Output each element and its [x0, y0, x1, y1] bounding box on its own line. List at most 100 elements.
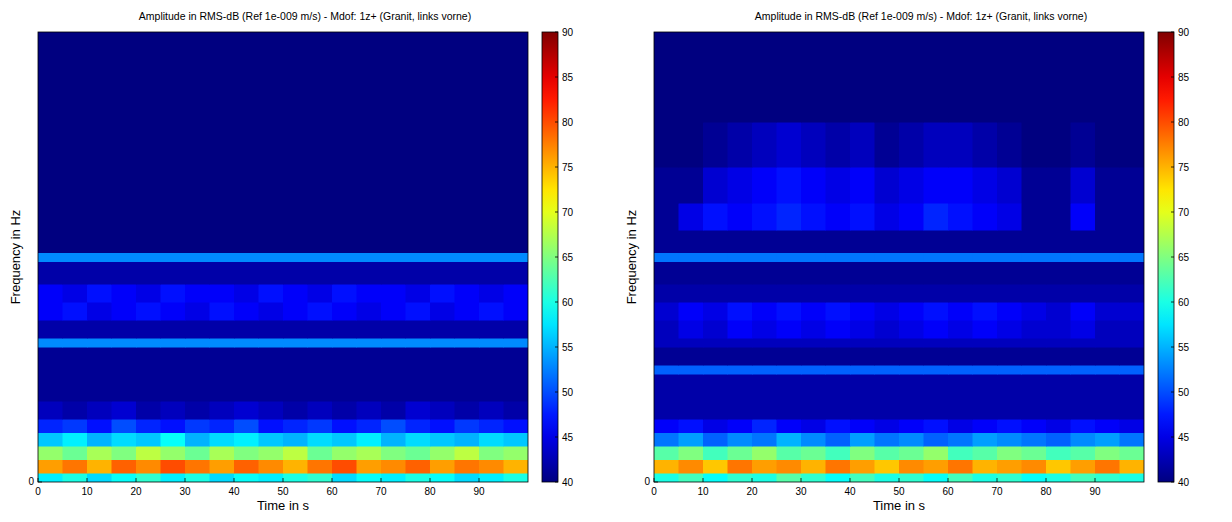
heat-cell — [406, 32, 431, 123]
heat-cell — [777, 122, 802, 168]
heat-cell — [777, 284, 802, 303]
heat-cell — [1120, 473, 1145, 482]
heat-cell — [752, 374, 777, 402]
heat-cell — [479, 302, 504, 321]
heat-cell — [185, 262, 210, 285]
heat-cell — [185, 433, 210, 447]
heat-cell — [136, 347, 161, 366]
heat-cell — [997, 460, 1022, 474]
heat-cell — [259, 347, 284, 366]
heat-cell — [185, 122, 210, 168]
colorbar-tick-label: 40 — [1178, 477, 1190, 488]
heat-cell — [924, 262, 949, 285]
heat-cell — [38, 365, 63, 375]
plot-frame — [654, 32, 1144, 482]
heat-cell — [259, 302, 284, 321]
heat-cell — [728, 302, 753, 321]
heat-cell — [234, 167, 259, 204]
heat-cell — [948, 338, 973, 348]
heat-cell — [259, 419, 284, 433]
heat-cell — [406, 365, 431, 375]
heat-cell — [185, 253, 210, 263]
heat-cell — [308, 446, 333, 460]
heat-cell — [679, 460, 704, 474]
heat-cell — [1095, 167, 1120, 204]
x-tick — [997, 478, 998, 482]
heat-cell — [185, 473, 210, 482]
heat-cell — [357, 262, 382, 285]
title: Amplitude in RMS-dB (Ref 1e-009 m/s) - M… — [755, 10, 1087, 22]
heat-cell — [973, 338, 998, 348]
heat-cell — [381, 284, 406, 303]
heat-cell — [826, 460, 851, 474]
heat-cell — [406, 347, 431, 366]
heat-cell — [112, 32, 137, 123]
heat-cell — [850, 302, 875, 321]
heat-cell — [777, 167, 802, 204]
heat-cell — [430, 262, 455, 285]
heat-cell — [924, 167, 949, 204]
heat-cell — [38, 262, 63, 285]
panel: 01020304050607080900Amplitude in RMS-dB … — [8, 10, 574, 513]
x-tick — [850, 478, 851, 482]
heat-cell — [63, 262, 88, 285]
heat-cell — [924, 347, 949, 366]
heat-cell — [455, 419, 480, 433]
heat-cell — [997, 32, 1022, 123]
heat-cell — [948, 320, 973, 339]
heat-cell — [1095, 460, 1120, 474]
heat-cell — [875, 284, 900, 303]
colorbar-tick-label: 70 — [562, 207, 574, 218]
heat-cell — [752, 446, 777, 460]
heat-cell — [1095, 347, 1120, 366]
heat-cell — [1022, 122, 1047, 168]
heat-cell — [234, 262, 259, 285]
heat-cell — [948, 374, 973, 402]
heat-cell — [112, 365, 137, 375]
heat-cell — [875, 401, 900, 420]
heat-cell — [948, 433, 973, 447]
heat-cell — [654, 262, 679, 285]
heat-cell — [112, 473, 137, 482]
heat-cell — [234, 473, 259, 482]
heat-cell — [259, 365, 284, 375]
heat-cell — [1095, 302, 1120, 321]
heat-cell — [777, 460, 802, 474]
heat-cell — [777, 320, 802, 339]
heat-cell — [703, 419, 728, 433]
heat-cell — [997, 284, 1022, 303]
heat-cell — [924, 365, 949, 375]
heat-cell — [406, 433, 431, 447]
heat-cell — [801, 446, 826, 460]
heat-cell — [728, 401, 753, 420]
heat-cell — [479, 460, 504, 474]
colorbar-tick-label: 60 — [1178, 297, 1190, 308]
heat-cell — [185, 230, 210, 253]
heat-cell — [210, 284, 235, 303]
heat-cell — [504, 374, 529, 402]
heat-cell — [1071, 365, 1096, 375]
heat-cell — [850, 320, 875, 339]
heat-cell — [479, 253, 504, 263]
heat-cell — [210, 433, 235, 447]
heat-cell — [504, 365, 529, 375]
heat-cell — [1046, 167, 1071, 204]
heat-cell — [136, 320, 161, 339]
heat-cell — [875, 374, 900, 402]
colorbar-tick — [555, 212, 558, 213]
heat-cell — [1022, 460, 1047, 474]
colorbar-tick-label: 80 — [1178, 117, 1190, 128]
heat-cell — [728, 446, 753, 460]
heat-cell — [87, 365, 112, 375]
heat-cell — [161, 473, 186, 482]
heat-cell — [899, 284, 924, 303]
heat-cell — [161, 446, 186, 460]
heat-cell — [234, 320, 259, 339]
colorbar-tick-label: 50 — [562, 387, 574, 398]
heat-cell — [455, 32, 480, 123]
heat-cell — [161, 167, 186, 204]
heat-cell — [654, 230, 679, 253]
heat-cell — [1120, 419, 1145, 433]
heat-cell — [430, 347, 455, 366]
x-tick-label: 40 — [844, 486, 856, 497]
